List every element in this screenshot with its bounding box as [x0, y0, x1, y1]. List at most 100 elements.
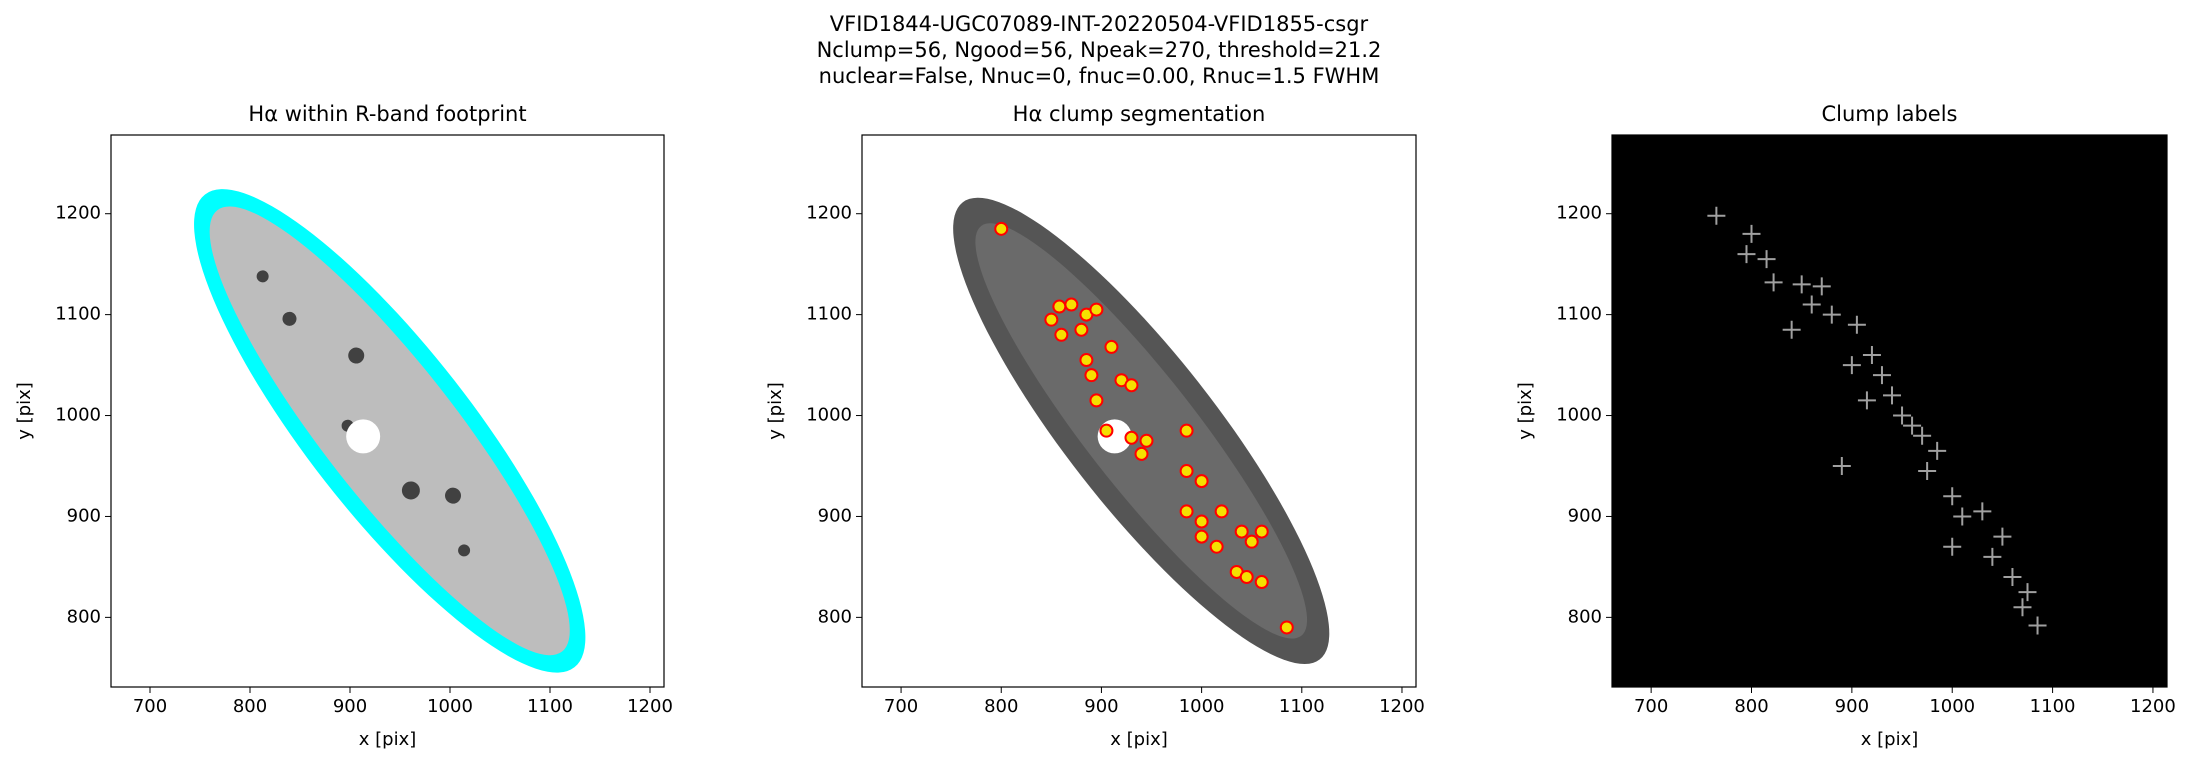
clump-marker	[1792, 275, 1811, 294]
halpha-image	[209, 206, 570, 656]
clump-marker	[2028, 616, 2047, 635]
clump-marker	[1832, 456, 1851, 475]
clump-marker	[1099, 423, 1114, 438]
clump-marker	[1903, 416, 1922, 435]
clump-marker	[2018, 583, 2037, 602]
clump-marker	[1179, 423, 1194, 438]
y-tick-label: 1200	[1556, 203, 1602, 224]
figure-title: Nclump=56, Ngood=56, Npeak=270, threshol…	[817, 38, 1382, 62]
clump-marker	[1139, 433, 1154, 448]
plot-background	[1612, 135, 2167, 687]
emission-knot	[348, 347, 365, 364]
x-tick-label: 900	[1835, 696, 1869, 717]
y-tick-label: 800	[1568, 606, 1602, 627]
clump-marker	[1862, 345, 1881, 364]
plot-frame	[1611, 134, 2168, 688]
x-tick-label: 1000	[1179, 696, 1225, 717]
clump-marker	[1993, 527, 2012, 546]
x-tick-label: 800	[984, 696, 1018, 717]
clump-marker	[1044, 312, 1059, 327]
y-tick-label: 1200	[55, 203, 101, 224]
clump-marker	[1124, 430, 1139, 445]
clump-marker	[1812, 277, 1831, 296]
y-tick-label: 1200	[806, 203, 852, 224]
clump-marker	[1054, 327, 1069, 342]
plot-frame	[110, 134, 665, 688]
x-tick-label: 800	[233, 696, 267, 717]
clump-marker	[1973, 502, 1992, 521]
clump-marker	[1822, 305, 1841, 324]
clump-marker	[1194, 529, 1209, 544]
galaxy-image	[194, 189, 586, 673]
panel-title: Hα within R-band footprint	[248, 102, 526, 126]
x-axis-label: x [pix]	[1110, 729, 1168, 750]
clump-marker	[1279, 620, 1294, 635]
y-axis-label: y [pix]	[1515, 382, 1536, 440]
clump-marker	[1074, 322, 1089, 337]
clump-marker	[1079, 353, 1094, 368]
clump-marker	[1052, 299, 1067, 314]
clump-marker	[1179, 504, 1194, 519]
clump-marker	[1234, 524, 1249, 539]
clump-marker	[1254, 524, 1269, 539]
figure-title: VFID1844-UGC07089-INT-20220504-VFID1855-…	[830, 12, 1369, 36]
y-tick-label: 1000	[55, 405, 101, 426]
clump-marker	[1883, 386, 1902, 405]
y-tick-label: 1000	[806, 405, 852, 426]
x-tick-label: 1100	[1279, 696, 1325, 717]
clump-marker	[1214, 504, 1229, 519]
halpha-image-core	[975, 223, 1308, 639]
clump-marker	[994, 221, 1009, 236]
clump-marker	[1707, 206, 1726, 225]
y-tick-label: 1100	[806, 304, 852, 325]
x-tick-label: 700	[884, 696, 918, 717]
clump-marker	[1084, 368, 1099, 383]
clump-marker	[1134, 446, 1149, 461]
x-tick-label: 700	[1634, 696, 1668, 717]
figure-title: nuclear=False, Nnuc=0, fnuc=0.00, Rnuc=1…	[819, 64, 1380, 88]
clump-marker	[1194, 514, 1209, 529]
y-tick-label: 1100	[55, 304, 101, 325]
clump-marker	[1928, 441, 1947, 460]
emission-knot	[282, 311, 297, 326]
emission-knot	[458, 544, 471, 557]
emission-knot	[445, 487, 462, 504]
x-tick-label: 1100	[2030, 696, 2076, 717]
x-tick-label: 900	[1084, 696, 1118, 717]
x-tick-label: 1200	[627, 696, 673, 717]
clump-marker	[1782, 320, 1801, 339]
y-tick-label: 800	[67, 606, 101, 627]
clump-marker	[1857, 391, 1876, 410]
masked-star	[346, 419, 381, 454]
y-axis-label: y [pix]	[765, 382, 786, 440]
clump-marker	[1089, 393, 1104, 408]
x-tick-label: 800	[1734, 696, 1768, 717]
x-axis-label: x [pix]	[1861, 729, 1919, 750]
clump-marker	[1842, 356, 1861, 375]
y-tick-label: 1100	[1556, 304, 1602, 325]
clump-marker	[1244, 534, 1259, 549]
plot-frame	[861, 134, 1417, 688]
clump-marker	[1239, 570, 1254, 585]
y-tick-label: 900	[818, 505, 852, 526]
clump-marker	[1209, 539, 1224, 554]
y-tick-label: 900	[67, 505, 101, 526]
clump-marker	[1104, 339, 1119, 354]
clump-marker	[1847, 315, 1866, 334]
y-tick-label: 900	[1568, 505, 1602, 526]
panel-title: Hα clump segmentation	[1013, 102, 1266, 126]
y-tick-label: 800	[818, 606, 852, 627]
clump-marker	[2003, 568, 2022, 587]
clump-marker	[1913, 426, 1932, 445]
clump-marker	[1983, 547, 2002, 566]
y-axis-label: y [pix]	[14, 382, 35, 440]
clump-marker	[1872, 366, 1891, 385]
clump-marker	[1064, 297, 1079, 312]
clump-marker	[1757, 250, 1776, 269]
clump-marker	[1953, 507, 1972, 526]
y-tick-label: 1000	[1556, 405, 1602, 426]
clump-marker	[1918, 462, 1937, 481]
clump-marker	[1194, 474, 1209, 489]
clump-marker	[1179, 464, 1194, 479]
